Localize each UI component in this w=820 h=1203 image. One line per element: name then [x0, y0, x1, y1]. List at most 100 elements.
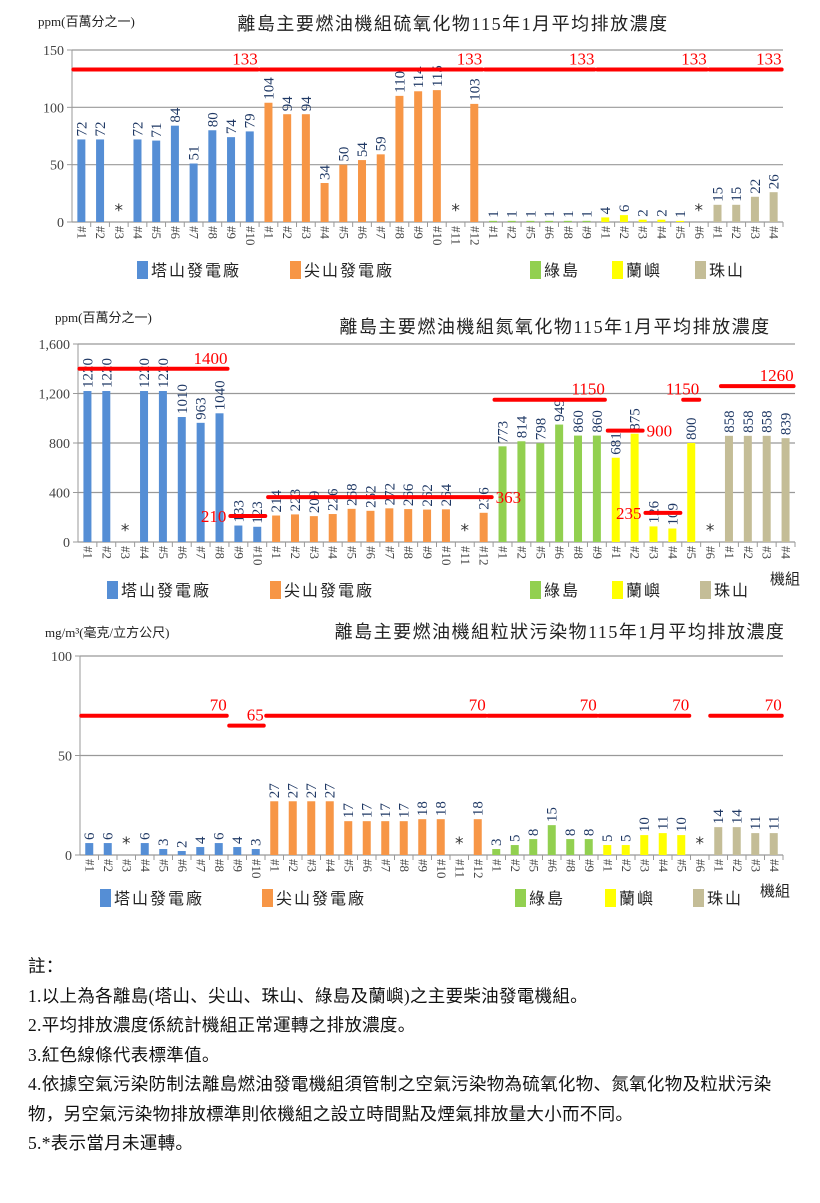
standard-label: 363	[496, 488, 521, 507]
bar	[536, 443, 545, 542]
bar	[399, 821, 408, 855]
x-category-label: #2	[505, 226, 520, 239]
x-category-label: #10	[243, 226, 258, 246]
not-operating-marker: *	[121, 521, 130, 541]
legend-label: 蘭嶼	[626, 262, 662, 280]
x-category-label: #1	[711, 859, 726, 872]
bar	[732, 827, 741, 855]
bar-value-label: 4	[598, 206, 614, 214]
bar	[507, 220, 516, 222]
note-1: 1.以上為各離島(塔山、尖山、珠山、綠島及蘭嶼)之主要柴油發電機組。	[28, 985, 588, 1006]
x-category-label: #4	[767, 226, 782, 240]
bar-value-label: 1	[561, 210, 577, 218]
bar	[732, 204, 741, 222]
legend-swatch	[107, 581, 118, 599]
bar-value-label: 22	[748, 179, 764, 194]
bar	[750, 196, 759, 222]
bar-value-label: 1	[542, 210, 558, 218]
bar-value-label: 5	[600, 835, 616, 843]
y-axis-unit: ppm(百萬分之一)	[38, 14, 135, 29]
standard-label: 70	[469, 696, 486, 715]
bar-value-label: 266	[401, 483, 417, 506]
bar	[347, 508, 356, 542]
bar	[376, 154, 385, 222]
bar-value-label: 3	[249, 839, 265, 847]
bar-value-label: 1	[673, 210, 689, 218]
bar	[769, 833, 778, 855]
bar	[714, 827, 723, 855]
legend-swatch	[515, 889, 526, 907]
x-category-label: #2	[741, 546, 756, 559]
standard-label: 133	[569, 49, 595, 68]
note-2: 2.平均排放濃度係統計機組正常運轉之排放濃度。	[28, 1015, 416, 1035]
bar	[762, 435, 771, 542]
legend-label: 尖山發電廠	[304, 261, 394, 280]
x-category-label: #1	[82, 859, 97, 872]
legend-swatch	[695, 261, 706, 279]
bar-value-label: 10	[637, 817, 653, 832]
bar-value-label: 123	[250, 501, 266, 524]
standard-label: 70	[210, 696, 227, 715]
bar-value-label: 949	[552, 399, 568, 422]
x-category-label: #8	[213, 546, 228, 559]
x-category-label: #9	[231, 546, 246, 559]
x-category-label: #1	[267, 859, 282, 872]
x-category-label: #1	[486, 226, 501, 239]
bar-value-label: 8	[582, 829, 598, 837]
notes: 註： 1.以上為各離島(塔山、尖山、珠山、綠島及蘭嶼)之主要柴油發電機組。 2.…	[28, 952, 798, 1159]
y-tick-label: 1,600	[39, 338, 71, 353]
bar	[272, 515, 281, 542]
bar	[133, 139, 142, 222]
x-category-label: #5	[533, 546, 548, 559]
bar	[208, 130, 217, 222]
bar-value-label: 15	[711, 187, 727, 202]
chart-title: 離島主要燃油機組粒狀污染物115年1月平均排放濃度	[335, 622, 786, 642]
bar	[189, 163, 198, 222]
chart-title: 離島主要燃油機組氮氧化物115年1月平均排放濃度	[339, 317, 770, 337]
x-category-label: #1	[489, 859, 504, 872]
x-category-label: #9	[224, 226, 239, 239]
bar-value-label: 72	[74, 121, 90, 136]
bar	[601, 217, 610, 222]
x-category-label: #6	[175, 859, 190, 873]
bar	[547, 825, 556, 855]
bar	[545, 220, 554, 222]
bar-value-label: 11	[767, 816, 783, 830]
x-category-label: #3	[748, 859, 763, 872]
x-category-label: #4	[138, 859, 153, 873]
bar-value-label: 27	[286, 783, 302, 799]
bar	[529, 839, 538, 855]
x-category-label: #2	[619, 859, 634, 872]
bar	[177, 851, 186, 855]
standard-label: 900	[647, 422, 673, 441]
x-category-label: #2	[729, 226, 744, 239]
bar	[621, 845, 630, 855]
bar-value-label: 59	[374, 136, 390, 151]
bar	[657, 219, 666, 222]
bar-value-label: 14	[730, 809, 746, 825]
bar	[563, 220, 572, 222]
x-category-label: #4	[323, 859, 338, 873]
x-category-label: #8	[401, 546, 416, 559]
bar	[288, 801, 297, 855]
x-category-label: #6	[552, 546, 567, 560]
x-category-label: #9	[590, 546, 605, 559]
x-category-label: #6	[692, 226, 707, 240]
x-category-label: #6	[355, 226, 370, 240]
bar-value-label: 1	[523, 210, 539, 218]
bar-value-label: 80	[205, 112, 221, 127]
x-category-label: #2	[286, 859, 301, 872]
bar	[592, 435, 601, 542]
bar-value-label: 17	[360, 803, 376, 819]
bar	[517, 441, 526, 542]
bar	[751, 833, 760, 855]
x-category-label: #9	[420, 546, 435, 559]
bar-value-label: 54	[355, 142, 371, 158]
bar	[658, 833, 667, 855]
bar	[301, 114, 310, 222]
bar	[423, 509, 432, 542]
x-category-label: #7	[378, 859, 393, 873]
legend-label: 蘭嶼	[619, 890, 655, 908]
x-category-label: #4	[665, 546, 680, 560]
bar	[470, 103, 479, 222]
